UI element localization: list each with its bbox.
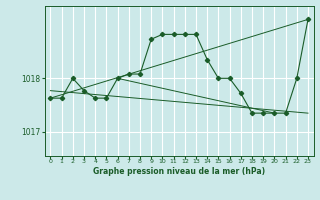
X-axis label: Graphe pression niveau de la mer (hPa): Graphe pression niveau de la mer (hPa) [93,167,265,176]
